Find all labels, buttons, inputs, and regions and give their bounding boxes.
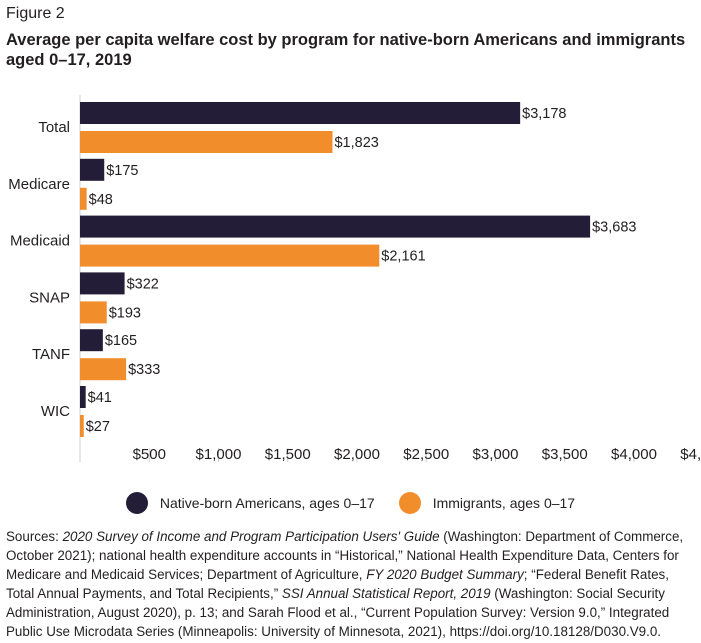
bar-native <box>80 158 105 181</box>
source-text-3: (Washington: Social Security Administrat… <box>6 586 670 639</box>
data-label-native: $175 <box>106 163 138 179</box>
x-tick-label: $4,500 <box>680 446 701 463</box>
data-label-immigrant: $2,161 <box>381 249 425 265</box>
source-title-2: FY 2020 Budget Summary <box>366 567 524 582</box>
category-label: TANF <box>32 346 70 363</box>
category-label: Medicare <box>8 176 70 193</box>
bar-immigrant <box>80 244 380 267</box>
bar-chart: $500 $1,000 $1,500 $2,000 $2,500 $3,000 $3,500… <box>8 95 701 463</box>
bar-immigrant <box>80 131 333 153</box>
bar-native <box>80 329 103 352</box>
chart-title: Average per capita welfare cost by progr… <box>6 31 686 69</box>
legend-swatch-immigrant <box>398 492 421 514</box>
data-label-native: $322 <box>127 276 159 292</box>
x-tick-label: $2,000 <box>334 446 380 463</box>
source-text-1: (Washington: Department of Commerce, Oct… <box>6 529 684 582</box>
bar-immigrant <box>80 415 84 437</box>
bar-immigrant <box>80 358 127 381</box>
x-tick-label: $2,500 <box>403 446 449 463</box>
bar-native <box>80 215 591 238</box>
legend-label-native: Native-born Americans, ages 0–17 <box>159 495 375 511</box>
x-tick-label: $4,000 <box>611 446 657 463</box>
x-tick-label: $3,500 <box>542 446 588 463</box>
data-label-immigrant: $48 <box>89 192 113 208</box>
bar-native <box>80 386 86 408</box>
sources-prefix: Sources: <box>6 529 63 544</box>
category-label: Total <box>38 119 70 136</box>
bar-immigrant <box>80 301 107 324</box>
sources-note: Sources: 2020 Survey of Income and Progr… <box>6 527 698 641</box>
source-title-3: SSI Annual Statistical Report, 2019 <box>281 586 491 601</box>
x-tick-label: $1,000 <box>196 446 242 463</box>
source-text-2: ; “Federal Benefit Rates, Total Annual P… <box>6 567 669 601</box>
data-label-immigrant: $27 <box>86 419 110 435</box>
bar-immigrant <box>80 187 87 210</box>
legend-item-native: Native-born Americans, ages 0–17 <box>125 492 375 514</box>
data-label-immigrant: $333 <box>128 362 160 378</box>
chart-legend: Native-born Americans, ages 0–17 Immigra… <box>0 492 701 514</box>
bar-native <box>80 272 125 295</box>
data-label-native: $3,683 <box>592 220 636 236</box>
legend-item-immigrant: Immigrants, ages 0–17 <box>398 492 576 514</box>
source-title-1: 2020 Survey of Income and Program Partic… <box>62 529 440 544</box>
data-label-native: $3,178 <box>522 106 566 122</box>
x-tick-label: $500 <box>133 446 166 463</box>
category-label: WIC <box>41 403 70 420</box>
legend-label-immigrant: Immigrants, ages 0–17 <box>432 495 576 511</box>
data-label-immigrant: $1,823 <box>334 135 378 151</box>
legend-swatch-native <box>125 492 148 514</box>
bar-native <box>80 102 521 124</box>
figure-label: Figure 2 <box>6 5 65 22</box>
data-label-native: $165 <box>105 333 137 349</box>
category-label: Medicaid <box>10 233 70 250</box>
data-label-immigrant: $193 <box>109 305 141 321</box>
x-tick-label: $1,500 <box>265 446 311 463</box>
x-tick-label: $3,000 <box>473 446 519 463</box>
category-label: SNAP <box>29 289 70 306</box>
data-label-native: $41 <box>88 390 112 406</box>
